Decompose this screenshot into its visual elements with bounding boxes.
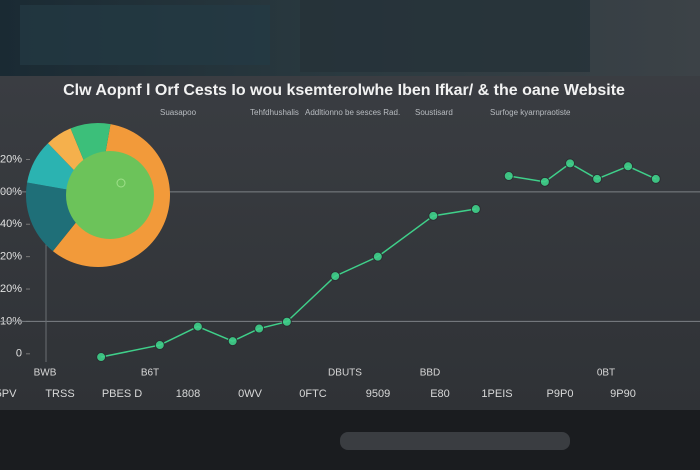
data-point: [650, 173, 661, 184]
data-point: [254, 323, 265, 334]
data-point: [592, 173, 603, 184]
y-tick-label: 0: [16, 348, 22, 360]
data-point: [281, 316, 292, 327]
x-tick-label: E80: [430, 388, 450, 400]
data-point: [565, 158, 576, 169]
data-line: [508, 162, 657, 183]
x-tick-label: TRSS: [45, 388, 74, 400]
chart-title: Clw Aopnf l Orf Cests Io wou ksemterolwh…: [63, 82, 625, 99]
data-line: [100, 208, 476, 358]
legend-entry: Surfoge kyarnpraotiste: [490, 108, 571, 117]
data-point: [154, 340, 165, 351]
data-point: [623, 161, 634, 172]
y-tick-label: 40%: [0, 218, 22, 230]
y-tick-label: 20%: [0, 251, 22, 263]
y-tick-label: 20%: [0, 153, 22, 165]
x-tick-label: 1808: [176, 388, 200, 400]
x-tick-label: P9P0: [547, 388, 574, 400]
legend-entry: Tehfdhushalis: [250, 108, 299, 117]
x-tick-label: 0WV: [238, 388, 263, 400]
data-point: [330, 271, 341, 282]
legend-entry: Suasapoo: [160, 108, 197, 117]
pie-center: [66, 151, 154, 239]
legend-entry: Soustisard: [415, 108, 453, 117]
x-group-label: 0BT: [597, 368, 615, 379]
data-point: [227, 336, 238, 347]
x-group-label: BWB: [34, 368, 57, 379]
data-point: [192, 321, 203, 332]
data-point: [96, 352, 107, 363]
monitor-screen: [300, 0, 590, 72]
x-group-label: DBUTS: [328, 368, 362, 379]
x-tick-label: 9509: [366, 388, 390, 400]
monitor-screen: [20, 5, 270, 65]
keyboard: [340, 432, 570, 450]
pie-center-dot: [116, 178, 126, 188]
x-tick-label: 9P90: [610, 388, 636, 400]
x-tick-label: 0FTC: [299, 388, 327, 400]
y-tick-label: 20%: [0, 283, 22, 295]
x-tick-label: 1PEIS: [481, 388, 512, 400]
data-point: [372, 251, 383, 262]
data-point: [428, 210, 439, 221]
x-group-label: BBD: [420, 368, 441, 379]
legend-entry: Addltionno be sesces Rad.: [305, 108, 400, 117]
data-point: [470, 204, 481, 215]
x-tick-label: 5PV: [0, 388, 17, 400]
data-point: [539, 176, 550, 187]
x-tick-label: PBES D: [102, 388, 142, 400]
x-group-label: B6T: [141, 368, 159, 379]
data-point: [503, 170, 514, 181]
